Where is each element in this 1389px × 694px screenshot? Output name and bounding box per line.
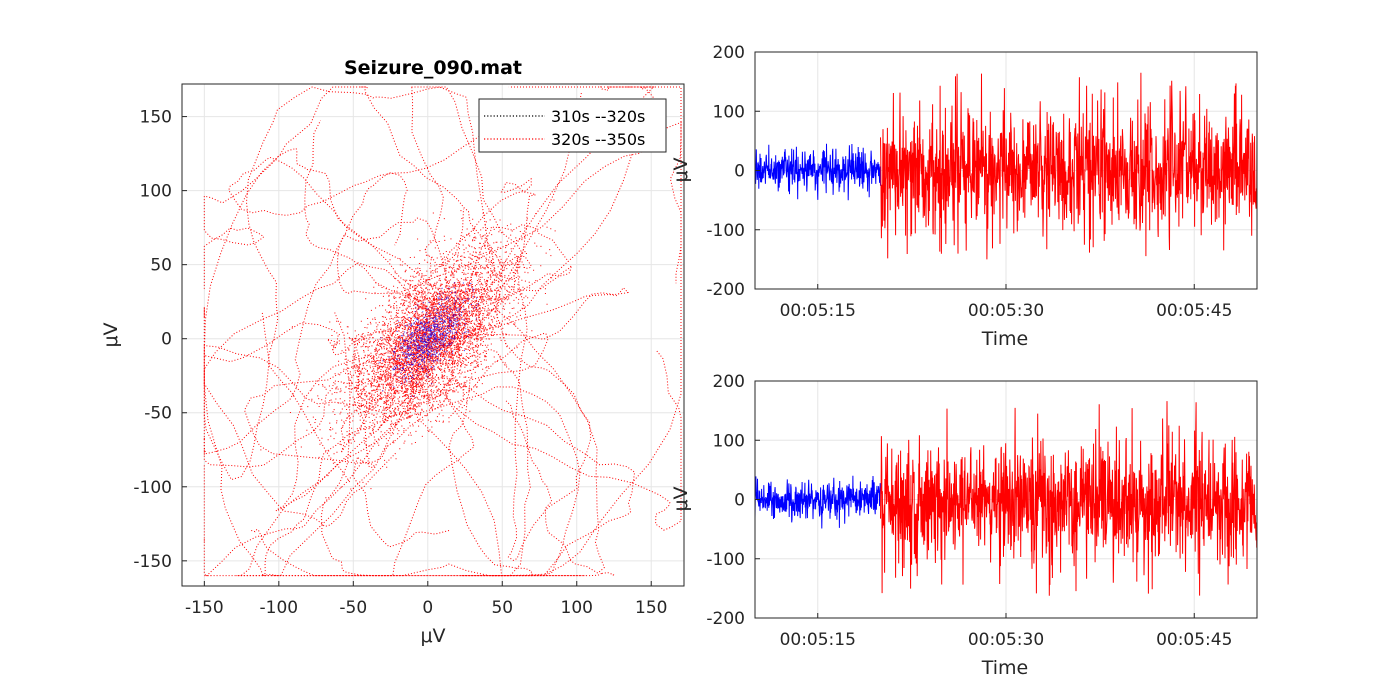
x-tick-label: 150	[635, 598, 667, 618]
series-320s-350s-trajectory	[275, 224, 569, 512]
series-320s-350s-trajectory	[250, 354, 636, 577]
legend: 310s --320s 320s --350s	[478, 98, 667, 153]
phase-plot-x-label: μV	[420, 625, 445, 647]
y-tick-label: 0	[161, 330, 172, 350]
series-320s-350s-trajectory	[203, 333, 416, 468]
trace-pre-seizure	[754, 475, 881, 529]
series-320s-350s-trajectory	[352, 286, 630, 548]
y-tick-label: -100	[706, 221, 745, 241]
bottom-timeseries-x-ticks: 00:05:15 00:05:30 00:05:45	[780, 613, 1232, 650]
series-320s-350s-trajectory	[410, 86, 523, 374]
x-tick-label: 00:05:15	[780, 630, 856, 650]
series-320s-350s-trajectory	[336, 121, 682, 410]
bottom-timeseries-y-label: μV	[670, 486, 692, 511]
top-timeseries-traces	[754, 72, 1258, 260]
legend-entry-310s-320s: 310s --320s	[551, 107, 645, 126]
y-tick-label: 100	[713, 431, 745, 451]
series-320s-350s-trajectory	[245, 86, 504, 484]
y-tick-label: -50	[144, 404, 172, 424]
series-320s-350s-trajectory	[203, 359, 475, 577]
phase-plot-frame	[181, 83, 685, 587]
bottom-timeseries-traces	[754, 401, 1258, 596]
y-tick-label: -200	[706, 280, 745, 300]
top-timeseries-axes: 00:05:15 00:05:30 00:05:45 200 100 0 -100 -200…	[670, 43, 1258, 350]
bottom-timeseries-x-label: Time	[981, 657, 1029, 679]
y-tick-label: 100	[140, 182, 172, 202]
series-320s-350s-trajectory	[204, 359, 581, 577]
series-320s-350s	[203, 86, 682, 577]
x-tick-label: -150	[185, 598, 224, 618]
trace-pre-seizure	[754, 143, 881, 201]
top-timeseries-x-ticks: 00:05:15 00:05:30 00:05:45	[780, 284, 1232, 321]
series-320s-350s-trajectory	[455, 296, 606, 574]
x-tick-label: 00:05:30	[968, 630, 1044, 650]
phase-plot-x-ticks: -150 -100 -50 0 50 100 150	[185, 581, 667, 618]
y-tick-label: 200	[713, 372, 745, 392]
x-tick-label: 00:05:30	[968, 301, 1044, 321]
y-tick-label: 0	[734, 162, 745, 182]
x-tick-label: 100	[561, 598, 593, 618]
y-tick-label: -200	[706, 609, 745, 629]
y-tick-label: -150	[133, 552, 172, 572]
y-tick-label: -100	[133, 478, 172, 498]
x-tick-label: 50	[491, 598, 513, 618]
y-tick-label: 100	[713, 102, 745, 122]
series-320s-350s-trajectory	[460, 86, 682, 577]
phase-plot-y-label: μV	[100, 322, 122, 347]
series-310s-320s-points	[378, 282, 479, 397]
top-timeseries-x-label: Time	[981, 328, 1029, 350]
legend-entry-320s-350s: 320s --350s	[551, 130, 645, 149]
series-310s-320s	[378, 282, 479, 397]
trace-seizure	[880, 401, 1258, 596]
series-320s-350s-trajectory	[203, 86, 496, 322]
bottom-timeseries-y-ticks: 200 100 0 -100 -200	[706, 372, 760, 629]
chart-title: Seizure_090.mat	[344, 57, 522, 79]
phase-plot-axes: -150 -100 -50 0 50 100 150 -150 -100 -50 0 50 100 15…	[100, 57, 685, 647]
series-320s-350s-trajectory	[203, 147, 454, 577]
x-tick-label: 00:05:45	[1156, 301, 1232, 321]
y-tick-label: 200	[713, 43, 745, 63]
x-tick-label: 0	[422, 598, 433, 618]
y-tick-label: -100	[706, 550, 745, 570]
bottom-timeseries-axes: 00:05:15 00:05:30 00:05:45 200 100 0 -100 -200…	[670, 372, 1258, 679]
series-320s-350s-trajectory	[413, 92, 592, 561]
x-tick-label: -50	[339, 598, 367, 618]
phase-plot-y-ticks: -150 -100 -50 0 50 100 150	[133, 108, 187, 572]
top-timeseries-y-ticks: 200 100 0 -100 -200	[706, 43, 760, 300]
series-320s-350s-trajectory	[203, 312, 414, 481]
legend-box	[478, 98, 667, 153]
y-tick-label: 50	[150, 256, 172, 276]
series-320s-350s-trajectory	[320, 310, 586, 577]
x-tick-label: -100	[260, 598, 299, 618]
series-320s-350s-trajectory	[228, 105, 529, 317]
y-tick-label: 0	[734, 491, 745, 511]
y-tick-label: 150	[140, 108, 172, 128]
trace-seizure	[880, 72, 1258, 260]
x-tick-label: 00:05:15	[780, 301, 856, 321]
x-tick-label: 00:05:45	[1156, 630, 1232, 650]
top-timeseries-y-label: μV	[670, 157, 692, 182]
series-320s-350s-trajectory	[236, 344, 615, 577]
